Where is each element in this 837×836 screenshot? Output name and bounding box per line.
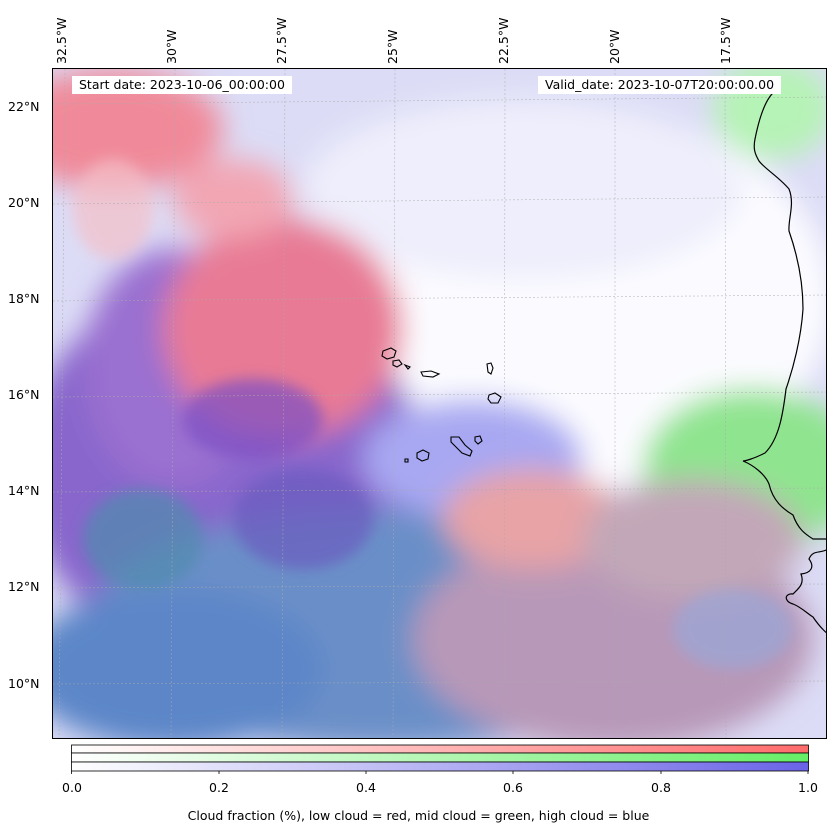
- latitude-label: 16°N: [8, 387, 40, 402]
- colorbar-tick-label: 0.8: [651, 780, 671, 795]
- latitude-label: 10°N: [8, 676, 40, 691]
- colorbar-tick-label: 0.2: [209, 780, 229, 795]
- africa-coastline: [742, 90, 826, 540]
- longitude-label: 27.5°W: [274, 17, 289, 64]
- colorbar-title: Cloud fraction (%), low cloud = red, mid…: [187, 808, 650, 823]
- colorbar-high-blue: [71, 761, 809, 772]
- cloud-detail: [73, 159, 793, 669]
- colorbar-mid-green: [71, 752, 809, 763]
- colorbar-tick-label: 0.4: [356, 780, 376, 795]
- west-africa-coast: [785, 549, 826, 634]
- latitude-label: 14°N: [8, 483, 40, 498]
- longitude-label: 22.5°W: [496, 17, 511, 64]
- longitude-label: 25°W: [385, 29, 400, 64]
- colorbar: [71, 744, 809, 774]
- latitude-label: 12°N: [8, 579, 40, 594]
- colorbar-tick-label: 0.0: [62, 780, 82, 795]
- start-date-label: Start date: 2023-10-06_00:00:00: [72, 76, 292, 94]
- colorbar-low-red: [71, 744, 809, 754]
- colorbar-tick-label: 0.6: [503, 780, 523, 795]
- latitude-label: 18°N: [8, 291, 40, 306]
- longitude-label: 20°W: [607, 29, 622, 64]
- cloud-fraction-map: [52, 68, 827, 739]
- cloud-field: [53, 69, 826, 738]
- latitude-label: 20°N: [8, 195, 40, 210]
- colorbar-ticks: [71, 771, 809, 774]
- latitude-label: 22°N: [8, 99, 40, 114]
- longitude-label: 32.5°W: [54, 17, 69, 64]
- cape-verde-islands: [381, 347, 502, 463]
- colorbar-tick-label: 1.0: [798, 780, 818, 795]
- longitude-label: 17.5°W: [718, 17, 733, 64]
- graticule: [53, 69, 826, 738]
- valid-date-label: Valid_date: 2023-10-07T20:00:00.00: [538, 76, 782, 94]
- longitude-label: 30°W: [164, 29, 179, 64]
- map-canvas: [53, 69, 826, 738]
